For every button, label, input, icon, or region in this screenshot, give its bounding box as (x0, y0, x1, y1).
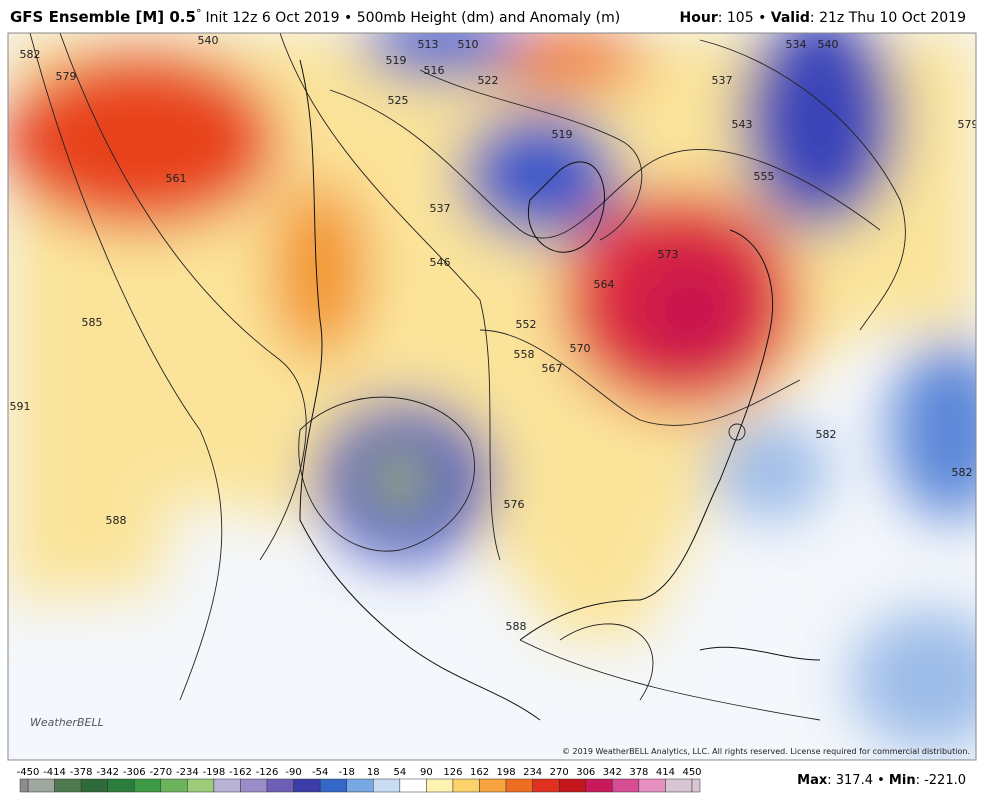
contour-labels: 582 579 540 513 510 519 516 525 522 534 540 537 543 5… (10, 34, 979, 633)
contour-label: 582 (816, 428, 837, 441)
colorbar-swatch (160, 778, 188, 793)
contour-label: 561 (166, 172, 187, 185)
contour-label: 552 (516, 318, 537, 331)
copyright: © 2019 WeatherBELL Analytics, LLC. All r… (562, 747, 970, 756)
contour-label: 543 (732, 118, 753, 131)
colorbar-label: 342 (603, 767, 622, 778)
title: GFS Ensemble [M] 0.5° Init 12z 6 Oct 2019… (10, 7, 620, 26)
colorbar-swatch (479, 778, 507, 793)
logo: WeatherBELL (30, 716, 104, 729)
colorbar-swatch (558, 778, 587, 793)
colorbar-label: 450 (682, 767, 701, 778)
colorbar-label: 162 (470, 767, 489, 778)
colorbar-label: -90 (285, 767, 301, 778)
contour-label: 540 (818, 38, 839, 51)
contour-label: 576 (504, 498, 525, 511)
colorbar-swatch (532, 778, 560, 793)
colorbar-swatch (585, 778, 613, 793)
map-layer: 582 579 540 513 510 519 516 525 522 534 540 537 543 5… (8, 33, 979, 756)
contour-label: 567 (542, 362, 563, 375)
colorbar-label: -126 (256, 767, 279, 778)
colorbar-label: 378 (629, 767, 648, 778)
contour-label: 579 (958, 118, 979, 131)
contour-label: 525 (388, 94, 409, 107)
contour-label: 582 (952, 466, 973, 479)
contour-label: 534 (786, 38, 807, 51)
colorbar-swatch (373, 778, 401, 793)
contour-label: 516 (424, 64, 445, 77)
colorbar-label: 54 (393, 767, 406, 778)
colorbar-swatch (612, 778, 640, 793)
contour-label: 537 (430, 202, 451, 215)
colorbar-swatch (133, 778, 162, 793)
anomaly-field (8, 33, 976, 750)
contour-label: 591 (10, 400, 31, 413)
colorbar-swatch (691, 778, 701, 793)
colorbar-label: -342 (96, 767, 119, 778)
contour-label: 546 (430, 256, 451, 269)
contour-label: 513 (418, 38, 439, 51)
colorbar-swatch (426, 778, 454, 793)
colorbar-swatch (54, 778, 82, 793)
colorbar-label: -270 (149, 767, 172, 778)
contour-label: 555 (754, 170, 775, 183)
max-min: Max: 317.4 • Min: -221.0 (797, 773, 966, 788)
contour-label: 573 (658, 248, 679, 261)
colorbar-label: 270 (550, 767, 569, 778)
colorbar-label: 90 (420, 767, 433, 778)
colorbar-swatch (19, 778, 29, 793)
colorbar-swatch (399, 778, 427, 793)
contour-label: 564 (594, 278, 615, 291)
colorbar-label: -162 (229, 767, 252, 778)
colorbar: -450 -414 -378 -342 -306 -270 -234 -198 -162 -126… (17, 767, 702, 793)
colorbar-swatch (452, 778, 480, 793)
colorbar-label: 414 (656, 767, 675, 778)
colorbar-label: -234 (176, 767, 199, 778)
colorbar-swatch (240, 778, 268, 793)
colorbar-swatch (213, 778, 241, 793)
colorbar-swatch (187, 778, 215, 793)
colorbar-swatch (505, 778, 533, 793)
colorbar-label: 306 (576, 767, 595, 778)
contour-label: 540 (198, 34, 219, 47)
colorbar-swatch (27, 778, 55, 793)
colorbar-swatch (346, 778, 374, 793)
colorbar-label: -18 (339, 767, 355, 778)
colorbar-label: -378 (70, 767, 93, 778)
contour-label: 522 (478, 74, 499, 87)
contour-label: 570 (570, 342, 591, 355)
colorbar-label: 198 (497, 767, 516, 778)
colorbar-label: -306 (123, 767, 146, 778)
colorbar-label: 234 (523, 767, 542, 778)
colorbar-swatch (293, 778, 321, 793)
colorbar-label: 18 (367, 767, 380, 778)
colorbar-swatch (107, 778, 135, 793)
colorbar-label: 126 (443, 767, 462, 778)
contour-label: 588 (106, 514, 127, 527)
contour-label: 579 (56, 70, 77, 83)
contour-label: 519 (386, 54, 407, 67)
colorbar-swatch (80, 778, 108, 793)
colorbar-swatch (638, 778, 666, 793)
contours (29, 33, 906, 721)
colorbar-label: -54 (312, 767, 328, 778)
contour-label: 510 (458, 38, 479, 51)
map-frame (7, 32, 977, 761)
colorbar-swatch (665, 778, 693, 793)
contour-label: 582 (20, 48, 41, 61)
colorbar-label: -198 (203, 767, 226, 778)
colorbar-swatch (319, 778, 347, 793)
contour-label: 537 (712, 74, 733, 87)
coastlines (299, 59, 821, 721)
colorbar-swatch (266, 778, 294, 793)
contour-label: 519 (552, 128, 573, 141)
contour-label: 558 (514, 348, 535, 361)
contour-label: 588 (506, 620, 527, 633)
colorbar-label: -414 (43, 767, 66, 778)
contour-label: 585 (82, 316, 103, 329)
valid-time: Hour: 105 • Valid: 21z Thu 10 Oct 2019 (680, 10, 966, 26)
colorbar-label: -450 (17, 767, 40, 778)
